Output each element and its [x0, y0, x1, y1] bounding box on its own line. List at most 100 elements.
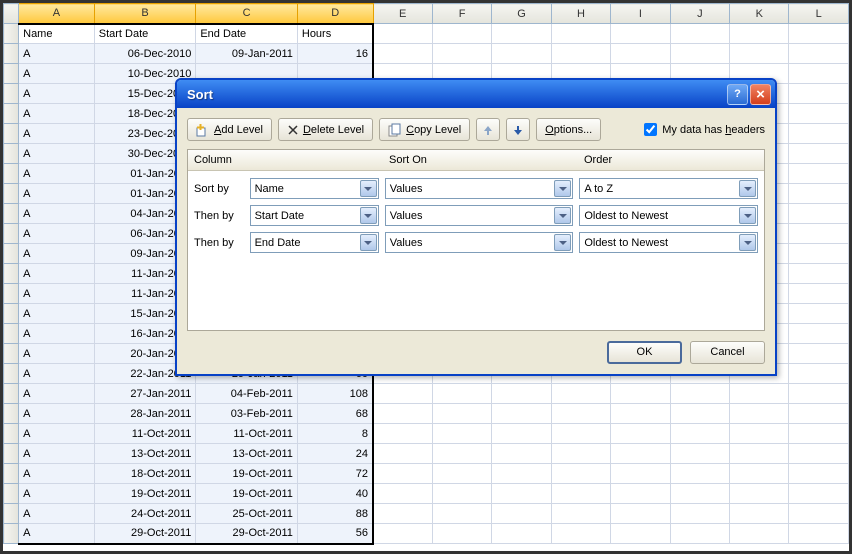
cell[interactable]: [789, 324, 849, 344]
cell[interactable]: [670, 504, 729, 524]
cell[interactable]: A: [19, 424, 95, 444]
corner-cell[interactable]: [4, 4, 19, 24]
column-combo[interactable]: Name: [250, 178, 379, 199]
close-button[interactable]: ×: [750, 84, 771, 105]
row-header[interactable]: [4, 44, 19, 64]
cell[interactable]: [789, 424, 849, 444]
col-header-I[interactable]: I: [611, 4, 670, 24]
cell[interactable]: A: [19, 184, 95, 204]
cell[interactable]: 29-Oct-2011: [94, 524, 196, 544]
cell[interactable]: [789, 504, 849, 524]
sorton-combo[interactable]: Values: [385, 232, 574, 253]
cell[interactable]: [789, 364, 849, 384]
delete-level-button[interactable]: Delete Level: [278, 118, 373, 141]
cell[interactable]: 40: [297, 484, 373, 504]
cell[interactable]: [730, 424, 789, 444]
row-header[interactable]: [4, 144, 19, 164]
cell[interactable]: 24: [297, 444, 373, 464]
cell[interactable]: [789, 164, 849, 184]
cell[interactable]: [492, 524, 551, 544]
cell[interactable]: [789, 24, 849, 44]
row-header[interactable]: [4, 464, 19, 484]
col-header-J[interactable]: J: [670, 4, 729, 24]
cell[interactable]: [551, 464, 610, 484]
row-header[interactable]: [4, 424, 19, 444]
cell[interactable]: [551, 424, 610, 444]
order-combo[interactable]: A to Z: [579, 178, 758, 199]
copy-level-button[interactable]: Copy Level: [379, 118, 470, 141]
cell[interactable]: 16: [297, 44, 373, 64]
cell[interactable]: 19-Oct-2011: [94, 484, 196, 504]
cell[interactable]: 03-Feb-2011: [196, 404, 298, 424]
cell[interactable]: [611, 424, 670, 444]
cell[interactable]: [611, 44, 670, 64]
cell[interactable]: A: [19, 464, 95, 484]
cell[interactable]: [789, 244, 849, 264]
row-header[interactable]: [4, 64, 19, 84]
cell[interactable]: 06-Dec-2010: [94, 44, 196, 64]
cancel-button[interactable]: Cancel: [690, 341, 765, 364]
cell[interactable]: [670, 444, 729, 464]
cell[interactable]: [730, 384, 789, 404]
col-header-F[interactable]: F: [432, 4, 491, 24]
order-combo[interactable]: Oldest to Newest: [579, 232, 758, 253]
cell[interactable]: [373, 44, 432, 64]
cell[interactable]: [670, 404, 729, 424]
ok-button[interactable]: OK: [607, 341, 682, 364]
cell[interactable]: A: [19, 444, 95, 464]
cell[interactable]: [670, 484, 729, 504]
cell[interactable]: [492, 504, 551, 524]
cell[interactable]: [789, 264, 849, 284]
row-header[interactable]: [4, 444, 19, 464]
cell[interactable]: 11-Oct-2011: [196, 424, 298, 444]
cell[interactable]: [730, 464, 789, 484]
cell[interactable]: A: [19, 144, 95, 164]
cell[interactable]: [432, 524, 491, 544]
cell[interactable]: Start Date: [94, 24, 196, 44]
cell[interactable]: [492, 404, 551, 424]
cell[interactable]: [789, 84, 849, 104]
add-level-button[interactable]: Add Level: [187, 118, 272, 141]
cell[interactable]: [373, 404, 432, 424]
row-header[interactable]: [4, 84, 19, 104]
cell[interactable]: [551, 24, 610, 44]
cell[interactable]: [432, 384, 491, 404]
cell[interactable]: [789, 44, 849, 64]
cell[interactable]: [611, 464, 670, 484]
cell[interactable]: 68: [297, 404, 373, 424]
cell[interactable]: [670, 424, 729, 444]
cell[interactable]: A: [19, 524, 95, 544]
cell[interactable]: [789, 144, 849, 164]
cell[interactable]: A: [19, 344, 95, 364]
col-header-D[interactable]: D: [297, 4, 373, 24]
cell[interactable]: [730, 404, 789, 424]
column-combo[interactable]: Start Date: [250, 205, 379, 226]
cell[interactable]: [551, 504, 610, 524]
cell[interactable]: [492, 24, 551, 44]
cell[interactable]: [789, 464, 849, 484]
cell[interactable]: A: [19, 204, 95, 224]
cell[interactable]: [789, 284, 849, 304]
cell[interactable]: [611, 524, 670, 544]
cell[interactable]: 24-Oct-2011: [94, 504, 196, 524]
cell[interactable]: 09-Jan-2011: [196, 44, 298, 64]
cell[interactable]: [551, 484, 610, 504]
cell[interactable]: [670, 44, 729, 64]
cell[interactable]: 19-Oct-2011: [196, 484, 298, 504]
cell[interactable]: [373, 504, 432, 524]
cell[interactable]: [551, 444, 610, 464]
row-header[interactable]: [4, 164, 19, 184]
cell[interactable]: [373, 444, 432, 464]
cell[interactable]: A: [19, 64, 95, 84]
col-header-A[interactable]: A: [19, 4, 95, 24]
row-header[interactable]: [4, 484, 19, 504]
cell[interactable]: [730, 44, 789, 64]
sorton-combo[interactable]: Values: [385, 205, 574, 226]
cell[interactable]: [789, 444, 849, 464]
cell[interactable]: [373, 424, 432, 444]
cell[interactable]: A: [19, 404, 95, 424]
cell[interactable]: [789, 304, 849, 324]
cell[interactable]: [432, 24, 491, 44]
cell[interactable]: [373, 384, 432, 404]
cell[interactable]: [432, 464, 491, 484]
